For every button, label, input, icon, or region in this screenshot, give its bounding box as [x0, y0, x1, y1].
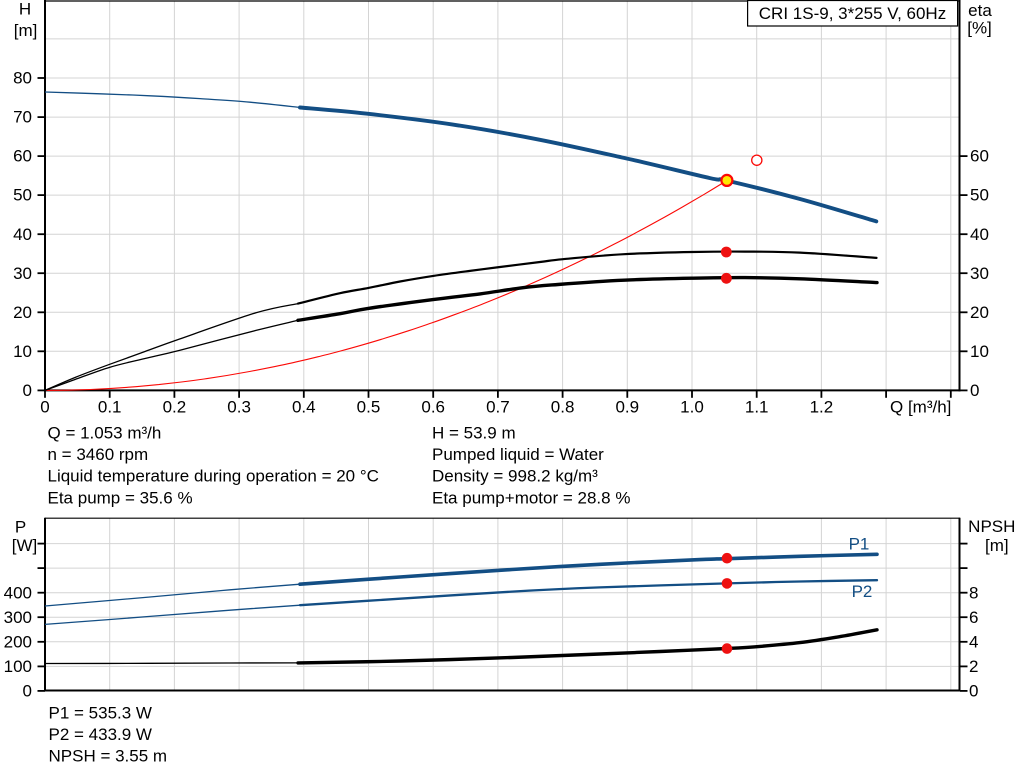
svg-text:Density = 998.2 kg/m³: Density = 998.2 kg/m³ [432, 467, 598, 486]
svg-text:300: 300 [4, 608, 32, 627]
svg-text:0.4: 0.4 [292, 397, 316, 416]
svg-text:40: 40 [970, 225, 989, 244]
svg-text:20: 20 [970, 303, 989, 322]
svg-text:50: 50 [13, 186, 32, 205]
svg-text:H: H [19, 0, 31, 19]
svg-text:[m]: [m] [14, 21, 38, 40]
svg-text:70: 70 [13, 108, 32, 127]
svg-text:200: 200 [4, 632, 32, 651]
svg-text:[W]: [W] [12, 536, 38, 555]
svg-text:0: 0 [970, 381, 979, 400]
svg-text:Eta pump = 35.6 %: Eta pump = 35.6 % [48, 488, 193, 507]
svg-text:0: 0 [969, 682, 978, 701]
svg-text:4: 4 [969, 632, 978, 651]
svg-text:2: 2 [969, 657, 978, 676]
svg-text:H = 53.9 m: H = 53.9 m [432, 423, 516, 442]
svg-text:0: 0 [23, 682, 32, 701]
svg-text:10: 10 [970, 342, 989, 361]
svg-text:Eta pump+motor = 28.8 %: Eta pump+motor = 28.8 % [432, 488, 630, 507]
svg-text:0.9: 0.9 [615, 397, 639, 416]
svg-text:0.2: 0.2 [163, 397, 187, 416]
svg-text:0.3: 0.3 [227, 397, 251, 416]
svg-text:Liquid temperature during oper: Liquid temperature during operation = 20… [48, 467, 379, 486]
svg-text:20: 20 [13, 303, 32, 322]
svg-text:P: P [15, 517, 26, 536]
svg-text:0: 0 [23, 381, 32, 400]
svg-text:0.7: 0.7 [486, 397, 510, 416]
svg-text:30: 30 [970, 264, 989, 283]
svg-text:NPSH = 3.55 m: NPSH = 3.55 m [49, 747, 168, 766]
svg-text:0.6: 0.6 [421, 397, 445, 416]
svg-text:P2 = 433.9 W: P2 = 433.9 W [49, 725, 152, 744]
svg-text:60: 60 [13, 147, 32, 166]
svg-text:60: 60 [970, 147, 989, 166]
svg-text:0.5: 0.5 [357, 397, 381, 416]
svg-text:P1: P1 [849, 535, 870, 554]
svg-text:40: 40 [13, 225, 32, 244]
svg-text:P2: P2 [852, 582, 873, 601]
svg-text:1.0: 1.0 [680, 397, 704, 416]
svg-text:P1 = 535.3 W: P1 = 535.3 W [49, 704, 152, 723]
svg-text:8: 8 [969, 583, 978, 602]
svg-text:80: 80 [13, 69, 32, 88]
svg-text:CRI 1S-9, 3*255 V, 60Hz: CRI 1S-9, 3*255 V, 60Hz [759, 4, 946, 23]
svg-text:0.8: 0.8 [551, 397, 575, 416]
svg-text:Pumped liquid = Water: Pumped liquid = Water [432, 445, 604, 464]
svg-text:50: 50 [970, 186, 989, 205]
svg-text:6: 6 [969, 608, 978, 627]
svg-text:400: 400 [4, 583, 32, 602]
svg-text:n = 3460 rpm: n = 3460 rpm [48, 445, 149, 464]
svg-text:Q [m³/h]: Q [m³/h] [890, 397, 951, 416]
svg-text:0.1: 0.1 [98, 397, 122, 416]
svg-text:0: 0 [40, 397, 49, 416]
svg-text:[%]: [%] [967, 19, 992, 38]
svg-text:Q = 1.053 m³/h: Q = 1.053 m³/h [48, 423, 162, 442]
svg-text:10: 10 [13, 342, 32, 361]
svg-text:eta: eta [968, 1, 992, 20]
svg-text:NPSH: NPSH [968, 517, 1015, 536]
svg-text:1.2: 1.2 [810, 397, 834, 416]
svg-text:1.1: 1.1 [745, 397, 769, 416]
svg-text:100: 100 [4, 657, 32, 676]
svg-text:[m]: [m] [985, 536, 1009, 555]
svg-text:30: 30 [13, 264, 32, 283]
